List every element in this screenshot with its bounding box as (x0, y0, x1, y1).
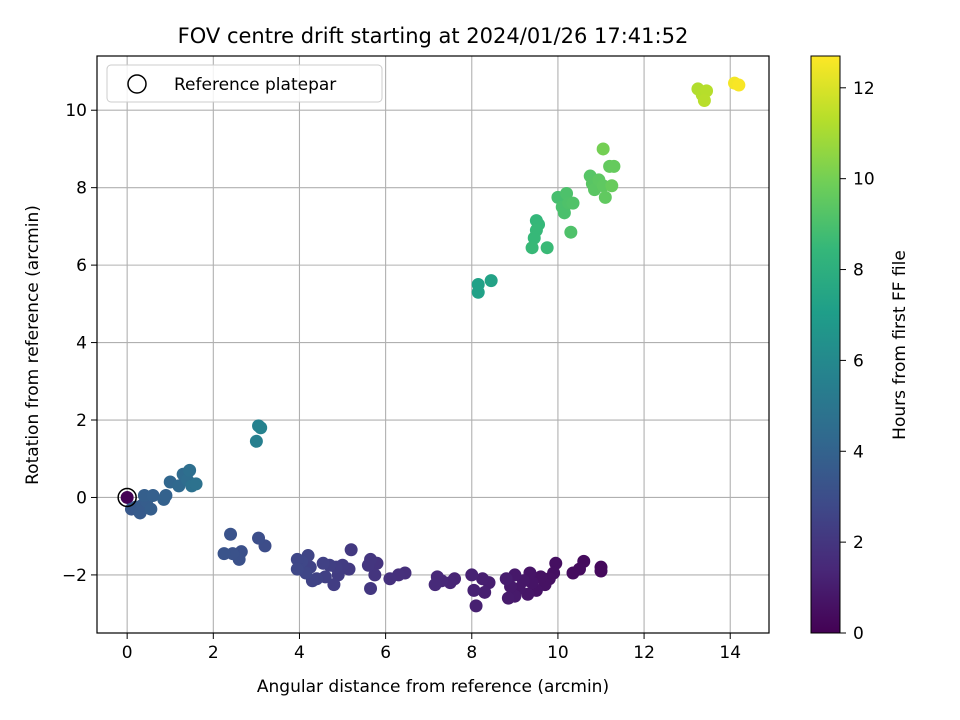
data-point (217, 547, 231, 561)
data-point (478, 585, 492, 599)
data-point (368, 568, 382, 582)
data-point (120, 490, 134, 504)
legend-marker-reference (127, 74, 147, 94)
data-point (252, 531, 266, 545)
y-tick-label: 8 (76, 179, 87, 199)
x-tick-label: 6 (380, 643, 391, 663)
y-tick-label: 0 (76, 488, 87, 508)
colorbar-ticks: 0 2 4 6 8 10 12 (840, 79, 875, 644)
x-axis-ticks: 0 2 4 6 8 10 12 14 (122, 633, 741, 663)
legend-box (106, 64, 383, 103)
colorbar-tick-label: 10 (853, 170, 875, 190)
data-point (383, 572, 397, 586)
x-tick-label: 0 (122, 643, 133, 663)
data-point (249, 434, 263, 448)
data-point (159, 489, 173, 503)
y-tick-label: 6 (76, 256, 87, 276)
data-point (549, 556, 563, 570)
data-point (540, 241, 554, 255)
data-point (598, 190, 612, 204)
data-point (344, 543, 358, 557)
colorbar-tick-label: 8 (853, 261, 864, 281)
y-tick-label: −2 (62, 566, 87, 586)
data-point (697, 94, 711, 108)
x-tick-label: 2 (208, 643, 219, 663)
chart-title: FOV centre drift starting at 2024/01/26 … (178, 24, 689, 48)
grid (97, 56, 769, 633)
data-point (224, 527, 238, 541)
data-point (484, 274, 498, 288)
data-points (120, 76, 746, 613)
data-point (700, 84, 714, 98)
x-tick-label: 14 (719, 643, 741, 663)
y-axis-ticks: −2 0 2 4 6 8 10 (62, 101, 97, 586)
data-point (146, 489, 160, 503)
data-point (364, 581, 378, 595)
data-point (499, 572, 513, 586)
data-point (566, 196, 580, 210)
data-point (732, 78, 746, 92)
legend: Reference platepar (106, 64, 383, 103)
reference-point (117, 487, 137, 508)
data-point (501, 591, 515, 605)
data-point (527, 231, 541, 245)
colorbar: 0 2 4 6 8 10 12 Hours from first FF file (810, 55, 910, 644)
x-tick-label: 8 (466, 643, 477, 663)
plot-frame (96, 55, 770, 634)
colorbar-tick-label: 12 (853, 79, 875, 99)
data-point (467, 583, 481, 597)
data-point (189, 477, 203, 491)
colorbar-tick-label: 4 (853, 442, 864, 462)
y-tick-label: 4 (76, 334, 87, 354)
data-point (327, 578, 341, 592)
data-point (290, 552, 304, 566)
x-tick-label: 12 (633, 643, 655, 663)
data-point (557, 206, 571, 220)
data-point (316, 556, 330, 570)
data-point (361, 558, 375, 572)
x-tick-label: 4 (294, 643, 305, 663)
y-axis-label: Rotation from reference (arcmin) (23, 205, 43, 485)
colorbar-tick-label: 0 (853, 624, 864, 644)
data-point (254, 421, 268, 435)
data-point (144, 502, 158, 516)
x-tick-label: 10 (547, 643, 569, 663)
legend-entry-reference: Reference platepar (174, 75, 336, 95)
data-point (183, 463, 197, 477)
data-point (564, 225, 578, 239)
data-point (566, 566, 580, 580)
colorbar-gradient (810, 55, 841, 634)
data-point (469, 599, 483, 613)
data-point (476, 572, 490, 586)
x-axis-label: Angular distance from reference (arcmin) (257, 677, 609, 697)
data-point (471, 285, 485, 299)
reference-marker (117, 487, 137, 508)
data-point (594, 564, 608, 578)
data-point (560, 186, 574, 200)
data-point (525, 241, 539, 255)
data-point (605, 179, 619, 193)
data-point (465, 568, 479, 582)
colorbar-tick-label: 6 (853, 351, 864, 371)
data-point (607, 159, 621, 173)
y-tick-label: 10 (65, 101, 87, 121)
colorbar-tick-label: 2 (853, 533, 864, 553)
data-point (596, 142, 610, 156)
data-point (428, 578, 442, 592)
data-point (290, 562, 304, 576)
colorbar-label: Hours from first FF file (890, 250, 910, 440)
y-tick-label: 2 (76, 411, 87, 431)
